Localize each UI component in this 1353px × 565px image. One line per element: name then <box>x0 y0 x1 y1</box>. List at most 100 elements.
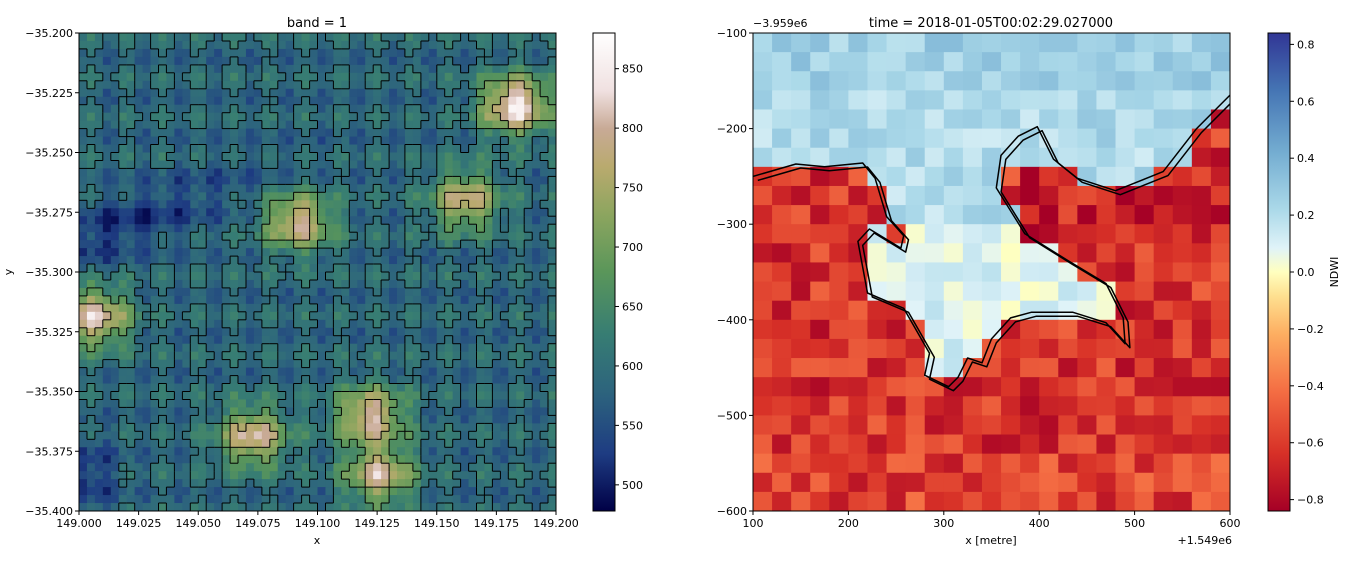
elevation-cell <box>261 415 271 424</box>
elevation-cell <box>532 359 541 369</box>
elevation-cell <box>516 391 525 401</box>
elevation-cell <box>373 463 382 472</box>
elevation-cell <box>460 335 470 345</box>
elevation-cell <box>452 240 462 249</box>
elevation-cell <box>468 375 478 385</box>
elevation-cell <box>532 335 541 345</box>
elevation-cell <box>357 33 366 42</box>
elevation-cell <box>206 160 215 170</box>
elevation-cell <box>94 287 104 297</box>
elevation-cell <box>134 184 144 193</box>
elevation-cell <box>404 319 414 329</box>
elevation-cell <box>126 479 136 488</box>
elevation-cell <box>389 160 398 170</box>
elevation-cell <box>373 391 382 401</box>
elevation-cell <box>301 56 311 66</box>
elevation-cell <box>269 455 279 464</box>
elevation-cell <box>468 311 478 321</box>
elevation-cell <box>349 88 358 98</box>
elevation-cell <box>206 391 215 401</box>
elevation-cell <box>341 423 350 432</box>
elevation-cell <box>86 120 96 130</box>
elevation-cell <box>206 399 215 409</box>
elevation-cell <box>428 407 438 416</box>
elevation-cell <box>126 431 136 440</box>
elevation-cell <box>333 319 342 329</box>
elevation-cell <box>293 40 303 50</box>
elevation-cell <box>365 184 374 193</box>
elevation-cell <box>428 184 438 193</box>
elevation-cell <box>158 311 168 321</box>
elevation-cell <box>516 256 525 265</box>
elevation-cell <box>508 463 517 472</box>
elevation-cell <box>214 33 223 42</box>
elevation-cell <box>86 272 96 281</box>
elevation-cell <box>524 391 533 401</box>
elevation-cell <box>349 144 358 154</box>
elevation-cell <box>373 64 382 74</box>
elevation-cell <box>150 479 160 488</box>
elevation-cell <box>412 383 422 393</box>
elevation-cell <box>548 104 556 114</box>
elevation-cell <box>333 391 342 401</box>
elevation-cell <box>230 423 239 432</box>
elevation-cell <box>412 240 422 249</box>
elevation-cell <box>540 168 549 177</box>
elevation-cell <box>253 272 263 281</box>
elevation-cell <box>301 88 311 98</box>
elevation-cell <box>222 327 231 337</box>
elevation-cell <box>245 256 255 265</box>
elevation-cell <box>134 144 144 154</box>
elevation-cell <box>404 272 414 281</box>
elevation-cell <box>500 479 509 488</box>
elevation-cell <box>190 256 199 265</box>
elevation-cell <box>500 319 509 329</box>
elevation-cell <box>460 80 470 90</box>
elevation-cell <box>381 303 390 313</box>
elevation-cell <box>460 64 470 74</box>
elevation-cell <box>174 240 183 249</box>
elevation-cell <box>412 272 422 281</box>
elevation-cell <box>404 72 414 82</box>
elevation-cell <box>397 240 406 249</box>
elevation-cell <box>238 200 247 209</box>
elevation-cell <box>230 399 239 409</box>
elevation-cell <box>436 495 446 504</box>
elevation-cell <box>86 367 96 377</box>
elevation-cell <box>341 264 350 273</box>
elevation-cell <box>86 136 96 146</box>
elevation-cell <box>222 144 231 154</box>
elevation-cell <box>245 447 255 456</box>
elevation-cell <box>404 303 414 313</box>
elevation-cell <box>166 72 175 82</box>
elevation-cell <box>126 423 136 432</box>
elevation-cell <box>492 439 501 448</box>
elevation-cell <box>452 391 462 401</box>
elevation-cell <box>452 279 462 289</box>
elevation-cell <box>428 287 438 297</box>
elevation-cell <box>293 176 303 185</box>
elevation-cell <box>134 272 144 281</box>
elevation-cell <box>428 439 438 448</box>
elevation-cell <box>436 447 446 456</box>
elevation-cell <box>397 136 406 146</box>
elevation-cell <box>222 104 231 114</box>
elevation-cell <box>182 423 191 432</box>
elevation-cell <box>214 264 223 273</box>
elevation-cell <box>476 431 486 440</box>
elevation-cell <box>222 224 231 233</box>
elevation-cell <box>190 471 199 480</box>
elevation-cell <box>540 471 549 480</box>
elevation-cell <box>532 343 541 353</box>
elevation-cell <box>357 112 366 122</box>
elevation-cell <box>508 88 517 98</box>
elevation-cell <box>532 96 541 106</box>
elevation-cell <box>524 88 533 98</box>
elevation-cell <box>444 455 454 464</box>
elevation-cell <box>79 88 88 98</box>
elevation-cell <box>214 439 223 448</box>
elevation-cell <box>381 168 390 177</box>
elevation-cell <box>190 272 199 281</box>
elevation-cell <box>484 168 493 177</box>
elevation-cell <box>325 168 334 177</box>
